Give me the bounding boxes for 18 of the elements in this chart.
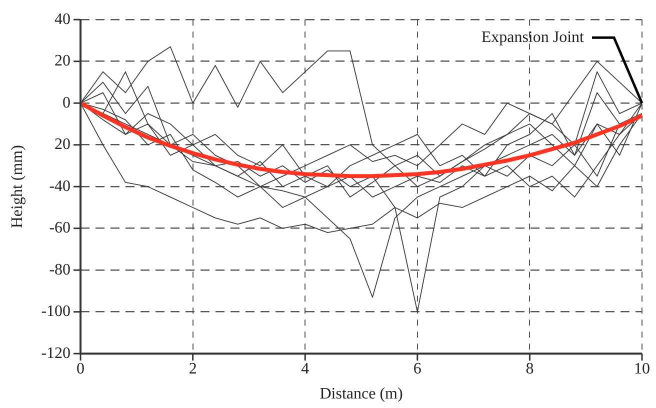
x-tick-label: 0 (76, 360, 85, 378)
x-tick-label: 6 (413, 360, 422, 378)
y-tick-label: 20 (54, 136, 71, 154)
x-tick-label: 8 (526, 360, 534, 378)
y-tick-label: 0 (62, 94, 71, 112)
y-tick-label: 20 (54, 52, 71, 70)
y-tick-label: -100 (41, 303, 71, 320)
y-tick-label: 40 (54, 10, 71, 28)
y-axis-title: Height (mm) (8, 145, 26, 228)
y-tick-label: -60 (49, 220, 71, 237)
annotation: Expansion Joint (481, 28, 585, 46)
y-tick-label: -40 (49, 178, 71, 195)
x-tick-label: 10 (634, 360, 650, 378)
x-tick-label: 4 (301, 360, 310, 378)
y-tick-label: -120 (41, 344, 71, 362)
x-axis-title: Distance (m) (320, 386, 403, 403)
y-tick-label: -80 (49, 261, 71, 278)
x-tick-label: 2 (188, 360, 197, 378)
